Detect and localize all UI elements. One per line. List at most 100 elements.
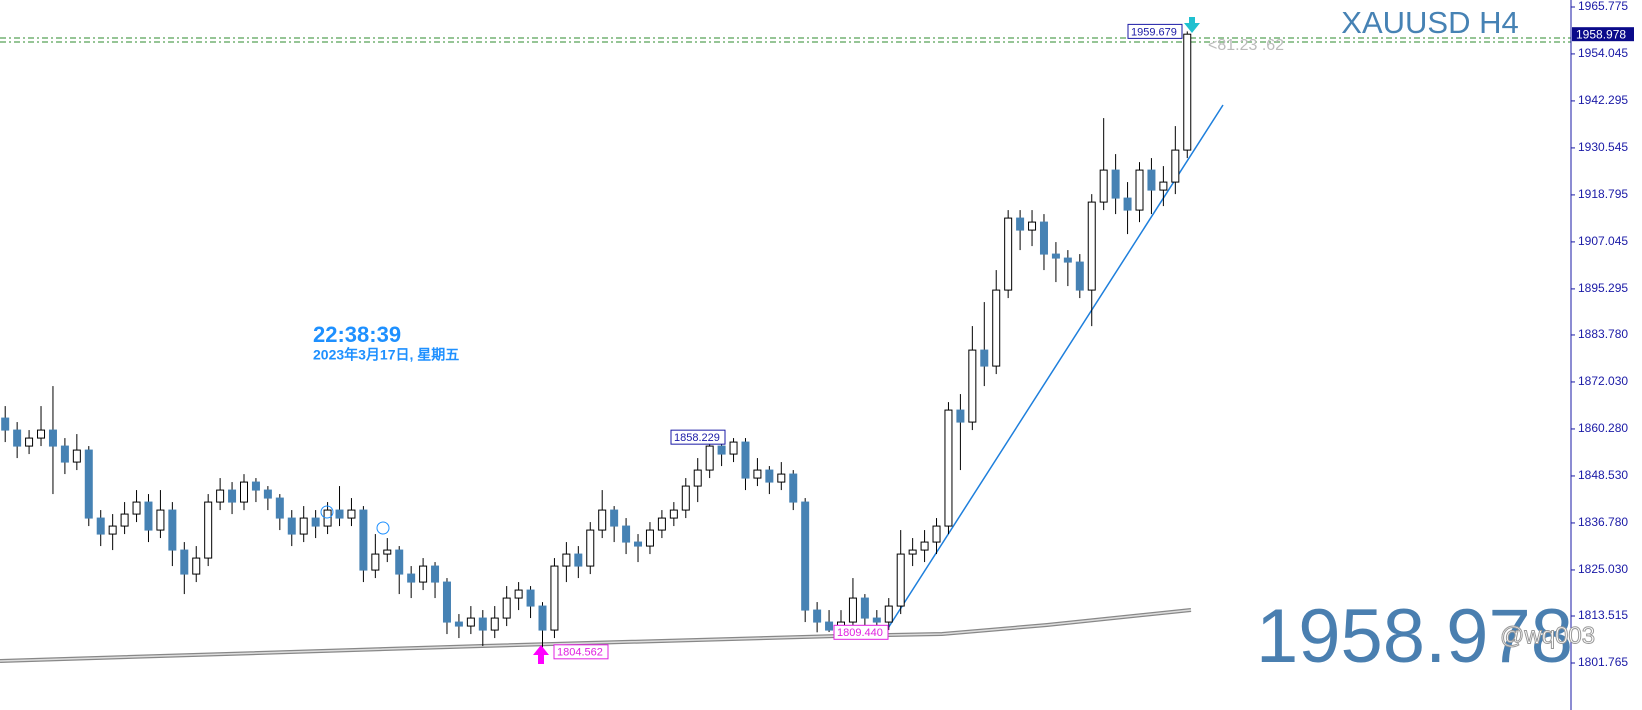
last-price-label: 1958.978 bbox=[1576, 27, 1626, 41]
candle-body bbox=[562, 553, 571, 567]
candle-body bbox=[1087, 201, 1096, 291]
last-price-box bbox=[1572, 27, 1634, 42]
candle-body bbox=[598, 509, 607, 531]
candle-body bbox=[705, 445, 714, 471]
candle-body bbox=[263, 489, 272, 499]
candle-body bbox=[156, 509, 165, 531]
candle-body bbox=[204, 501, 213, 559]
candle-body bbox=[681, 485, 690, 511]
candle-body bbox=[538, 605, 547, 631]
candle-body bbox=[860, 597, 869, 619]
candle-body bbox=[442, 581, 451, 623]
candle-body bbox=[717, 445, 726, 455]
candle-body bbox=[228, 489, 237, 503]
y-tick-label: 1942.295 bbox=[1578, 93, 1628, 107]
candle-body bbox=[765, 469, 774, 483]
sell-arrow bbox=[1184, 17, 1200, 33]
candle-body bbox=[813, 609, 822, 623]
candle-body bbox=[1, 417, 10, 431]
candle-body bbox=[108, 525, 117, 535]
candle-body bbox=[25, 437, 34, 447]
smiley bbox=[320, 505, 390, 535]
candle-body bbox=[311, 517, 320, 527]
y-tick-label: 1813.515 bbox=[1578, 608, 1628, 622]
price-label-box bbox=[1127, 23, 1183, 39]
y-tick-label: 1930.545 bbox=[1578, 140, 1628, 154]
candle-body bbox=[908, 549, 917, 555]
candle-body bbox=[1135, 169, 1144, 211]
y-tick-label: 1965.775 bbox=[1578, 0, 1628, 13]
candle-body bbox=[514, 589, 523, 599]
candle-body bbox=[287, 517, 296, 535]
candle-body bbox=[920, 541, 929, 551]
candle-body bbox=[13, 429, 22, 447]
y-tick-label: 1848.530 bbox=[1578, 468, 1628, 482]
candle-body bbox=[1111, 169, 1120, 199]
y-tick-label: 1883.780 bbox=[1578, 327, 1628, 341]
clock: 22:38:39 bbox=[313, 322, 401, 347]
candle-body bbox=[96, 517, 105, 535]
price-label-box bbox=[553, 644, 609, 660]
y-tick-label: 1954.045 bbox=[1578, 46, 1628, 60]
candle-body bbox=[1159, 181, 1168, 191]
price-label-box bbox=[833, 624, 889, 640]
moving-average-inner bbox=[0, 609, 1192, 662]
candle-body bbox=[992, 289, 1001, 367]
y-tick-label: 1860.280 bbox=[1578, 421, 1628, 435]
price-label: 1858.229 bbox=[674, 432, 720, 444]
y-tick-label: 1918.795 bbox=[1578, 187, 1628, 201]
candle-body bbox=[216, 489, 225, 503]
candle-body bbox=[825, 621, 834, 631]
candles bbox=[1, 31, 1192, 652]
candle-body bbox=[48, 429, 57, 447]
candle-body bbox=[944, 409, 953, 527]
candle-body bbox=[192, 557, 201, 575]
candle-body bbox=[884, 605, 893, 623]
candle-body bbox=[371, 553, 380, 571]
candle-body bbox=[168, 509, 177, 551]
candle-body bbox=[657, 517, 666, 531]
price-label: 1804.562 bbox=[557, 647, 603, 659]
candle-body bbox=[1051, 253, 1060, 259]
candle-body bbox=[586, 529, 595, 567]
candle-body bbox=[395, 549, 404, 575]
candle-body bbox=[1099, 169, 1108, 203]
candle-body bbox=[240, 481, 248, 503]
candle-body bbox=[478, 617, 487, 631]
candle-body bbox=[669, 509, 678, 519]
candle-body bbox=[383, 549, 392, 555]
candle-body bbox=[777, 473, 786, 483]
price-label: 1809.440 bbox=[837, 627, 883, 639]
candle-body bbox=[37, 429, 46, 439]
candle-body bbox=[251, 481, 260, 491]
y-tick-label: 1825.030 bbox=[1578, 562, 1628, 576]
candle-body bbox=[1039, 221, 1048, 255]
candle-body bbox=[466, 617, 475, 627]
candle-body bbox=[1171, 149, 1180, 183]
candle-body bbox=[872, 617, 881, 623]
candle-body bbox=[490, 617, 499, 631]
candle-body bbox=[144, 501, 153, 531]
candle-body bbox=[932, 525, 941, 543]
candle-body bbox=[848, 597, 857, 623]
candle-body bbox=[132, 501, 141, 515]
price-label: 1959.679 bbox=[1131, 26, 1177, 38]
candle-body bbox=[741, 441, 750, 479]
price-label-box bbox=[670, 429, 726, 445]
y-tick-label: 1895.295 bbox=[1578, 281, 1628, 295]
candle-body bbox=[622, 525, 631, 543]
candle-body bbox=[419, 565, 428, 583]
trend-line bbox=[882, 104, 1224, 637]
y-tick-label: 1907.045 bbox=[1578, 234, 1628, 248]
candle-body bbox=[1016, 217, 1025, 231]
candle-body bbox=[120, 513, 129, 527]
y-tick-label: 1801.765 bbox=[1578, 655, 1628, 669]
candle-body bbox=[454, 621, 463, 627]
candle-body bbox=[1004, 217, 1013, 291]
candle-body bbox=[634, 541, 643, 547]
candle-body bbox=[801, 501, 810, 611]
date: 2023年3月17日, 星期五 bbox=[313, 347, 459, 363]
candle-body bbox=[645, 529, 654, 547]
candle-body bbox=[526, 589, 535, 607]
